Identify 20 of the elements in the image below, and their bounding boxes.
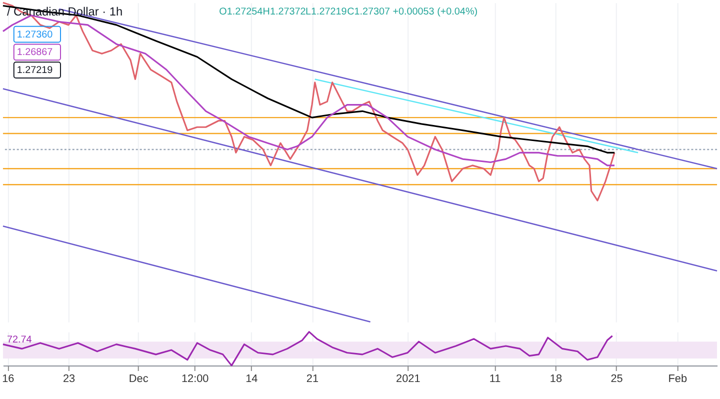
- x-tick-label: 14: [246, 372, 258, 385]
- x-tick-label: 21: [306, 372, 319, 385]
- annotation: 1.27360: [16, 29, 54, 40]
- annotation: 1.27219: [16, 64, 54, 76]
- x-tick-label: 12:00: [181, 372, 209, 385]
- x-tick-label: 2021: [396, 372, 420, 385]
- annotation: 1.26867: [16, 47, 54, 58]
- x-tick-label: Dec: [128, 372, 149, 385]
- annotation: C1.27307: [347, 6, 391, 18]
- x-tick-label: 16: [2, 372, 14, 385]
- x-tick-label: 25: [610, 372, 623, 385]
- x-tick-label: 11: [489, 372, 501, 385]
- annotation: H1.27372: [262, 6, 306, 18]
- annotation: O1.27254: [219, 6, 264, 18]
- annotation: L1.27219: [305, 6, 348, 18]
- annotation: 72.74: [6, 334, 32, 346]
- x-tick-label: Feb: [668, 372, 688, 385]
- x-tick-label: 18: [550, 372, 562, 385]
- annotation: +0.00053 (+0.04%): [392, 6, 478, 18]
- x-tick-label: 23: [62, 372, 76, 385]
